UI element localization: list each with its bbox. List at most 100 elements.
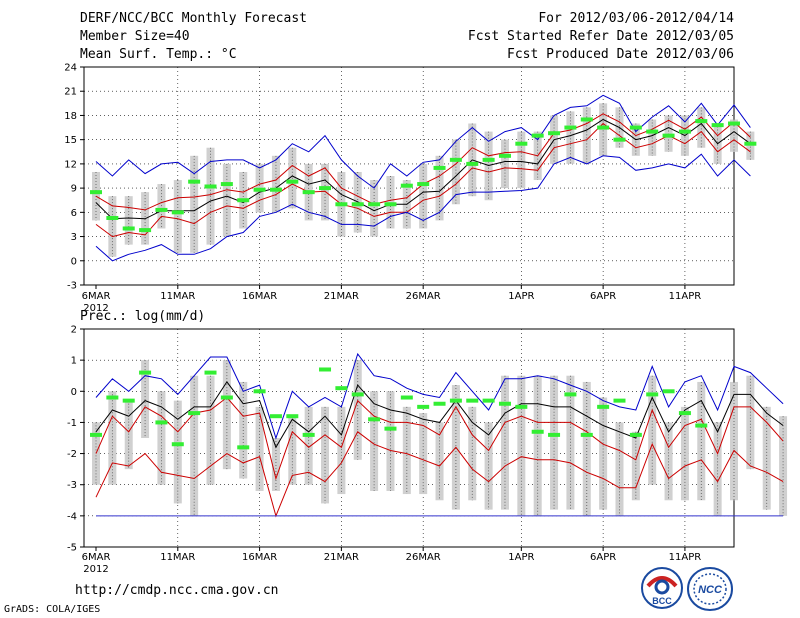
observation-marker — [744, 141, 757, 146]
observation-marker — [302, 190, 315, 195]
x-tick-label: 6MAR — [82, 291, 111, 302]
spread-bar — [599, 397, 608, 510]
observation-marker — [384, 202, 397, 207]
observation-marker — [335, 386, 348, 391]
x-tick-label: 16MAR — [242, 291, 277, 302]
x-tick-label: 26MAR — [406, 291, 441, 302]
observation-marker — [220, 182, 233, 187]
y-tick-label: -3 — [67, 480, 77, 491]
y-tick-label: 9 — [71, 184, 77, 195]
observation-marker — [613, 137, 626, 142]
series-line-max — [95, 352, 784, 440]
spread-bar — [746, 131, 755, 160]
spread-bar — [435, 155, 444, 221]
observation-marker — [269, 187, 282, 192]
series-line-upper-red — [95, 396, 784, 481]
spread-bar — [304, 406, 313, 485]
y-tick-label: 6 — [71, 208, 77, 219]
observation-marker — [302, 432, 315, 437]
observation-marker — [188, 411, 201, 416]
y-tick-label: 15 — [64, 135, 77, 146]
spread-bar — [108, 391, 117, 485]
observation-marker — [728, 121, 740, 126]
observation-marker — [531, 133, 544, 138]
spread-bar — [730, 119, 738, 152]
spread-bar — [779, 416, 788, 516]
observation-marker — [139, 370, 152, 375]
spread-bar — [386, 391, 395, 491]
spread-bar — [370, 391, 379, 491]
series-line-ensemble-mean — [95, 118, 751, 220]
spread-bar — [419, 163, 428, 229]
observation-marker — [351, 392, 364, 397]
bcc-logo: BCC — [641, 567, 683, 609]
observation-marker — [466, 161, 479, 166]
spread-bar — [697, 107, 706, 148]
series-line-min — [95, 153, 751, 262]
y-tick-label: 1 — [71, 356, 77, 367]
y-tick-label: 21 — [64, 87, 77, 98]
spread-bar — [680, 406, 689, 501]
x-tick-label: 16MAR — [242, 552, 277, 563]
spread-bar — [631, 431, 640, 501]
observation-marker — [286, 179, 299, 184]
spread-bar — [468, 406, 477, 501]
spread-bar — [566, 111, 575, 164]
observation-marker — [678, 411, 691, 416]
y-tick-label: -3 — [67, 281, 77, 292]
observation-marker — [433, 401, 446, 406]
member-size: Member Size=40 — [80, 29, 190, 44]
spread-bar — [451, 139, 460, 205]
observation-marker — [106, 215, 119, 220]
observation-marker — [646, 129, 659, 134]
observation-marker — [629, 125, 642, 130]
prec-variable-label: Prec.: log(mm/d) — [80, 309, 206, 324]
y-tick-label: 0 — [71, 256, 77, 267]
spread-bar — [599, 103, 608, 156]
observation-marker — [695, 423, 708, 428]
footer-credit: GrADS: COLA/IGES — [4, 604, 101, 615]
x-tick-label: 6MAR — [82, 552, 111, 563]
observation-marker — [122, 226, 135, 231]
y-tick-label: 24 — [64, 63, 77, 74]
series-line-lower-red — [95, 431, 784, 518]
spread-bar — [190, 375, 199, 516]
spread-bar — [435, 422, 444, 501]
spread-bar — [615, 422, 624, 516]
observation-marker — [90, 190, 102, 195]
y-tick-label: 2 — [71, 325, 77, 336]
observation-marker — [368, 417, 381, 422]
y-tick-label: -1 — [67, 418, 77, 429]
x-tick-label: 6APR — [590, 291, 616, 302]
observation-marker — [106, 395, 119, 400]
observation-marker — [155, 207, 168, 212]
y-tick-label: -5 — [67, 543, 77, 554]
observation-marker — [629, 432, 642, 437]
ncc-logo-text: NCC — [698, 584, 723, 596]
observation-marker — [449, 398, 462, 403]
observation-marker — [613, 398, 626, 403]
spread-bar — [386, 176, 395, 229]
panel-0: -3 0 3 6 9 12 15 18 21 24 6MAR 11MAR 16MAR 21MAR 26MAR… — [64, 63, 757, 314]
observation-marker — [155, 420, 168, 425]
observation-marker — [564, 392, 577, 397]
observation-marker — [515, 141, 528, 146]
spread-bar — [746, 375, 755, 470]
spread-bar — [730, 381, 738, 501]
spread-bar — [337, 406, 346, 495]
observation-marker — [482, 398, 495, 403]
observation-marker — [319, 186, 332, 191]
footer-url[interactable]: http://cmdp.ncc.cma.gov.cn — [75, 583, 279, 598]
x-tick-label: 11MAR — [160, 291, 195, 302]
bcc-logo-text: BCC — [652, 596, 672, 606]
spread-bar — [271, 155, 280, 213]
observation-marker — [417, 182, 430, 187]
x-tick-label: 11APR — [669, 291, 702, 302]
spread-bar — [353, 360, 362, 460]
spread-bar — [517, 375, 526, 516]
observation-marker — [171, 442, 184, 447]
observation-marker — [580, 117, 593, 122]
observation-marker — [204, 184, 217, 189]
